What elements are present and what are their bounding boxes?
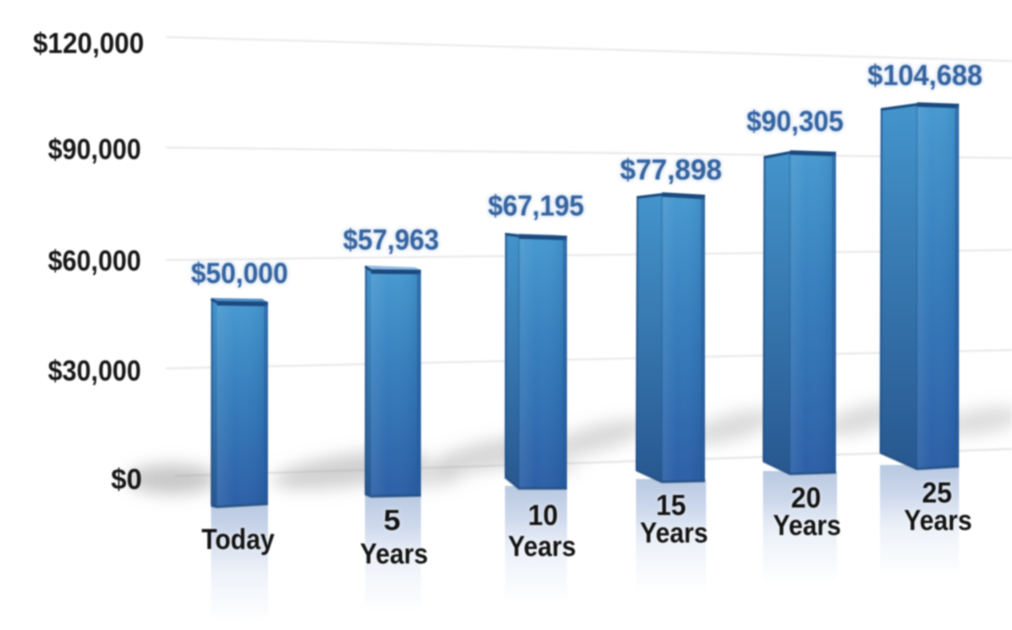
svg-text:Years: Years bbox=[360, 539, 428, 571]
svg-text:$90,000: $90,000 bbox=[48, 134, 141, 166]
svg-text:$120,000: $120,000 bbox=[33, 28, 144, 60]
svg-text:$90,305: $90,305 bbox=[747, 106, 844, 138]
svg-text:5: 5 bbox=[384, 505, 401, 537]
svg-text:$0: $0 bbox=[111, 464, 142, 496]
svg-text:Years: Years bbox=[773, 510, 841, 542]
svg-text:Today: Today bbox=[202, 524, 275, 556]
svg-text:Years: Years bbox=[640, 518, 708, 550]
svg-text:$30,000: $30,000 bbox=[48, 356, 141, 388]
svg-text:$90,305: $90,305 bbox=[747, 106, 844, 138]
svg-text:$77,898: $77,898 bbox=[620, 155, 722, 187]
svg-text:25: 25 bbox=[922, 478, 952, 510]
svg-text:$57,963: $57,963 bbox=[343, 225, 439, 257]
svg-text:5: 5 bbox=[384, 505, 401, 537]
svg-text:$104,688: $104,688 bbox=[868, 60, 983, 92]
svg-text:10: 10 bbox=[528, 500, 558, 532]
svg-text:Years: Years bbox=[360, 539, 428, 571]
svg-text:10: 10 bbox=[528, 500, 558, 532]
svg-text:$57,963: $57,963 bbox=[343, 225, 439, 257]
svg-text:Years: Years bbox=[640, 518, 708, 550]
svg-text:25: 25 bbox=[922, 478, 952, 510]
svg-text:$77,898: $77,898 bbox=[620, 155, 722, 187]
svg-text:Years: Years bbox=[773, 510, 841, 542]
svg-text:20: 20 bbox=[791, 483, 821, 515]
svg-text:$67,195: $67,195 bbox=[488, 191, 584, 223]
svg-text:$50,000: $50,000 bbox=[191, 258, 288, 290]
svg-text:Years: Years bbox=[508, 531, 576, 563]
svg-text:15: 15 bbox=[656, 490, 686, 522]
svg-text:Today: Today bbox=[202, 524, 275, 556]
svg-text:$67,195: $67,195 bbox=[488, 191, 584, 223]
svg-text:$60,000: $60,000 bbox=[48, 246, 141, 278]
svg-text:$104,688: $104,688 bbox=[868, 60, 983, 92]
svg-text:Years: Years bbox=[904, 505, 972, 537]
svg-text:$50,000: $50,000 bbox=[191, 258, 288, 290]
svg-text:Years: Years bbox=[904, 505, 972, 537]
svg-text:15: 15 bbox=[656, 490, 686, 522]
svg-text:Years: Years bbox=[508, 531, 576, 563]
svg-text:20: 20 bbox=[791, 483, 821, 515]
